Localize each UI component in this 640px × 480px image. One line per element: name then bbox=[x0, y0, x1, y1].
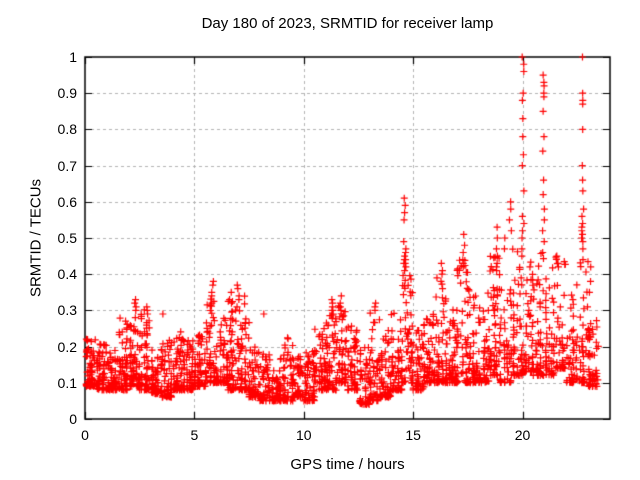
y-tick-label: 0.4 bbox=[57, 266, 77, 283]
chart-title: Day 180 of 2023, SRMTID for receiver lam… bbox=[201, 15, 494, 32]
x-tick-label: 15 bbox=[405, 427, 421, 443]
y-tick-label: 0.6 bbox=[57, 193, 77, 210]
y-tick-label: 0.7 bbox=[57, 157, 77, 174]
y-tick-label: 0.2 bbox=[57, 338, 77, 355]
y-tick-label: 0.5 bbox=[57, 230, 77, 246]
y-tick-label: 1 bbox=[69, 49, 77, 65]
y-tick-label: 0 bbox=[69, 411, 77, 427]
y-tick-label: 0.1 bbox=[57, 374, 77, 391]
y-tick-label: 0.8 bbox=[57, 121, 77, 138]
x-tick-label: 0 bbox=[81, 427, 89, 443]
y-tick-label: 0.3 bbox=[57, 302, 77, 319]
x-tick-label: 5 bbox=[190, 427, 199, 443]
y-tick-label: 0.9 bbox=[57, 85, 77, 102]
x-tick-label: 10 bbox=[295, 427, 312, 443]
x-axis-label: GPS time / hours bbox=[290, 456, 405, 473]
x-tick-label: 20 bbox=[514, 427, 531, 443]
